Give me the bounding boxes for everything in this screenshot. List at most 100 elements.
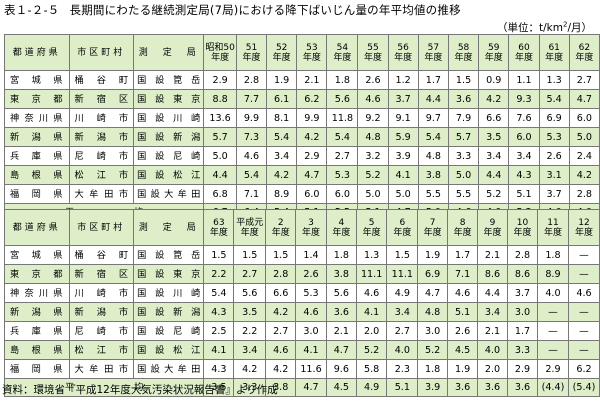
value-cell: 3.4 — [233, 340, 267, 360]
average-value-cell: 4.7 — [295, 378, 327, 397]
value-cell: 13.6 — [203, 108, 237, 128]
year-suffix: 年度 — [513, 227, 532, 238]
year-label: 10 — [516, 217, 529, 228]
year-header: 9 年度 — [477, 209, 509, 246]
year-suffix: 年度 — [302, 227, 321, 238]
year-suffix: 年度 — [423, 227, 442, 238]
average-value-cell: 3.5 — [203, 378, 235, 397]
value-cell: 2.6 — [295, 264, 327, 284]
value-cell: 4.4 — [478, 165, 510, 185]
value-cell: 4.9 — [386, 283, 419, 303]
year-header: 57 年度 — [417, 34, 449, 71]
pref-cell: 東京都 — [4, 264, 70, 284]
value-cell: 1.9 — [266, 70, 298, 90]
value-cell: 4.4 — [417, 89, 449, 109]
pref-cell: 宮城県 — [4, 70, 70, 90]
average-value-cell: 3.8 — [265, 378, 297, 397]
value-cell: 4.2 — [266, 165, 298, 185]
year-label: 8 — [459, 217, 466, 228]
value-cell: 3.7 — [387, 89, 419, 109]
value-cell: 1.8 — [325, 245, 357, 265]
year-header: 昭和50 年度 — [203, 34, 237, 71]
year-suffix: 年度 — [453, 227, 472, 238]
value-cell: 4.7 — [325, 340, 357, 360]
value-cell: 2.7 — [233, 264, 267, 284]
value-cell: 6.6 — [265, 283, 297, 303]
value-cell: 2.5 — [203, 321, 235, 341]
table-row: 神奈川県 川崎市 国設川崎 13.6 9.9 8.1 9.9 11.8 9.2 9.1 9.7 7.9… — [4, 108, 600, 128]
average-value-cell: (5.4) — [567, 378, 600, 397]
table-row: 宮城県 桶谷町 国設箟岳 2.9 2.8 1.9 2.1 1.8 2.6 1.2 1.7 1.5 0.9… — [4, 70, 600, 90]
year-suffix: 年度 — [209, 227, 228, 238]
city-cell: 新宿区 — [68, 264, 135, 284]
value-cell: 2.0 — [355, 321, 388, 341]
year-suffix: 年度 — [394, 52, 413, 63]
table-title: 表１-２-５ 長期間にわたる継続測定局(7局)における降下ばいじん量の年平均値の推… — [4, 2, 461, 18]
year-label: 昭和50 — [205, 42, 235, 53]
value-cell: 2.1 — [296, 70, 328, 90]
table-row: 新潟県 新潟市 国設新潟 5.7 7.3 5.4 4.2 5.4 4.8 5.9 5.4 5.7 3.5… — [4, 127, 600, 147]
value-cell: 5.6 — [325, 283, 357, 303]
city-cell: 新潟市 — [68, 302, 135, 322]
year-header: 60 年度 — [508, 34, 540, 71]
year-suffix: 年度 — [240, 227, 259, 238]
year-suffix: 年度 — [272, 52, 291, 63]
year-header: 59 年度 — [478, 34, 510, 71]
value-cell: 3.6 — [325, 302, 357, 322]
average-value-cell: 4.5 — [325, 378, 357, 397]
station-cell: 国設川崎 — [133, 283, 205, 303]
value-cell: 4.6 — [295, 302, 327, 322]
year-suffix: 年度 — [393, 227, 412, 238]
value-cell: 4.2 — [296, 127, 328, 147]
value-cell: 3.0 — [295, 321, 327, 341]
station-cell: 国設大牟田 — [133, 184, 205, 204]
pref-column-header: 都道府県 — [4, 34, 70, 71]
unit-suffix: /月） — [567, 22, 592, 34]
station-cell: 国設尼崎 — [133, 146, 205, 166]
city-cell: 大牟田市 — [68, 359, 135, 379]
value-cell: 4.1 — [387, 165, 419, 185]
year-header: 2 年度 — [265, 209, 297, 246]
value-cell: 3.3 — [447, 146, 480, 166]
average-value-cell: 3.3 — [233, 378, 267, 397]
year-suffix: 年度 — [332, 227, 351, 238]
pref-cell: 神奈川県 — [4, 108, 70, 128]
value-cell: 3.3 — [507, 340, 538, 360]
year-header: 51 年度 — [235, 34, 268, 71]
city-cell: 川崎市 — [68, 108, 135, 128]
year-label: 9 — [489, 217, 496, 228]
value-cell: 5.0 — [447, 165, 480, 185]
value-cell: 7.6 — [508, 108, 540, 128]
value-cell: 5.2 — [357, 165, 389, 185]
city-cell: 川崎市 — [68, 283, 135, 303]
value-cell: 11.1 — [386, 264, 419, 284]
value-cell: 11.6 — [295, 359, 327, 379]
pref-cell: 新潟県 — [4, 127, 70, 147]
station-cell: 国設東京 — [133, 89, 205, 109]
value-cell: 2.9 — [203, 70, 237, 90]
value-cell: 4.7 — [417, 283, 449, 303]
table-row: 福岡県 大牟田市 国設大牟田 4.3 4.2 4.2 11.6 9.6 5.8 2.3 1.8 1.9… — [4, 359, 600, 379]
value-cell: 1.9 — [417, 245, 449, 265]
value-cell: 3.4 — [386, 302, 419, 322]
year-header: 6 年度 — [386, 209, 419, 246]
value-cell: 6.1 — [266, 89, 298, 109]
value-cell: — — [567, 264, 600, 284]
year-label: 52 — [275, 42, 288, 53]
value-cell: 11.8 — [326, 108, 359, 128]
value-cell: 8.9 — [266, 184, 298, 204]
year-header: 61 年度 — [538, 34, 570, 71]
year-header: 63 年度 — [203, 209, 235, 246]
header-row: 都道府県 市区町村測 定 局 63 年度 平成元 年度 2 年度 3 年度 4 年度 5 年度 6 年度 7 年度… — [4, 209, 600, 246]
value-cell: 4.6 — [355, 283, 388, 303]
value-cell: 8.6 — [507, 264, 538, 284]
year-label: 54 — [336, 42, 349, 53]
average-value-cell: (4.4) — [536, 378, 569, 397]
value-cell: 2.6 — [447, 321, 479, 341]
value-cell: 11.1 — [355, 264, 388, 284]
city-cell: 尼崎市 — [68, 321, 135, 341]
year-label: 7 — [429, 217, 436, 228]
value-cell: 9.1 — [387, 108, 419, 128]
value-cell: 4.6 — [235, 146, 268, 166]
value-cell: 1.8 — [326, 70, 359, 90]
